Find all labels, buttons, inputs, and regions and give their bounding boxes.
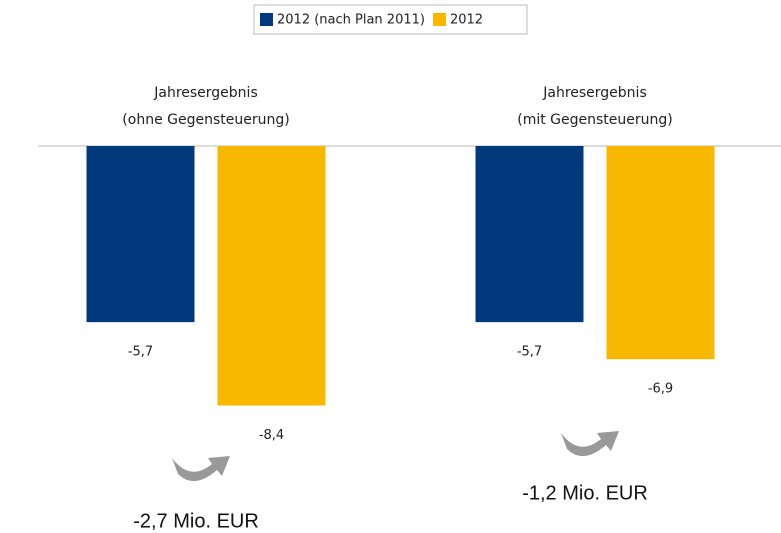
arrow-icon bbox=[561, 431, 619, 457]
bar bbox=[86, 146, 195, 323]
value-label: -6,9 bbox=[648, 382, 673, 397]
legend-label: 2012 (nach Plan 2011) bbox=[277, 13, 425, 28]
legend-swatch bbox=[260, 13, 273, 26]
legend-swatch bbox=[432, 13, 446, 26]
category-label: Jahresergebnis (mit Gegensteuerung) bbox=[517, 85, 673, 128]
value-label: -5,7 bbox=[517, 345, 542, 360]
value-label: -8,4 bbox=[259, 428, 284, 443]
legend-box bbox=[253, 4, 528, 35]
annotation: -2,7 Mio. EUR bbox=[133, 510, 259, 532]
bar bbox=[217, 146, 326, 406]
annotation: -1,2 Mio. EUR bbox=[522, 482, 648, 504]
bar bbox=[606, 146, 715, 360]
legend-label: 2012 bbox=[450, 13, 483, 28]
category-label: Jahresergebnis (ohne Gegensteuerung) bbox=[122, 85, 290, 128]
value-label: -5,7 bbox=[128, 345, 153, 360]
arrow-icon bbox=[172, 456, 230, 482]
bar bbox=[475, 146, 584, 323]
